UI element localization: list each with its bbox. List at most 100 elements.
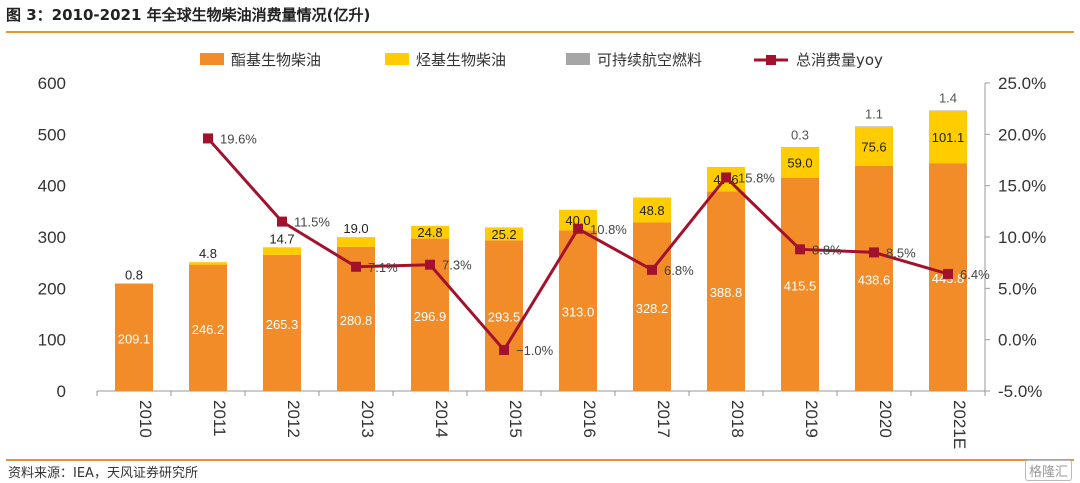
x-tick-label: 2020 bbox=[876, 400, 895, 438]
chart-title: 图 3：2010-2021 年全球生物柴油消费量情况(亿升) bbox=[6, 6, 371, 24]
y-left-tick-label: 400 bbox=[38, 177, 66, 196]
legend-yoy-swatch-marker bbox=[766, 55, 776, 65]
y-left-tick-label: 100 bbox=[38, 331, 66, 350]
saf-value-label: 1.1 bbox=[865, 106, 883, 121]
y-right-tick-label: 0.0% bbox=[998, 331, 1037, 350]
yoy-value-label: 8.5% bbox=[886, 245, 916, 260]
fame-value-label: 415.5 bbox=[784, 278, 817, 293]
hvo-value-label: 0.8 bbox=[125, 267, 143, 282]
yoy-value-label: 7.3% bbox=[442, 258, 472, 273]
x-tick-label: 2017 bbox=[654, 400, 673, 438]
yoy-marker bbox=[573, 223, 583, 234]
y-left-tick-label: 500 bbox=[38, 125, 66, 144]
footer-divider bbox=[6, 459, 1074, 461]
yoy-marker bbox=[721, 172, 731, 183]
yoy-marker bbox=[499, 344, 509, 355]
fame-bar bbox=[633, 222, 671, 391]
hvo-bar bbox=[633, 197, 671, 223]
fame-value-label: 209.1 bbox=[118, 331, 151, 346]
fame-bar bbox=[485, 240, 523, 391]
legend-saf-swatch bbox=[566, 53, 590, 65]
x-tick-label: 2021E bbox=[950, 400, 969, 449]
fame-bar bbox=[707, 191, 745, 391]
x-tick-label: 2018 bbox=[728, 400, 747, 438]
yoy-value-label: 11.5% bbox=[294, 215, 330, 230]
saf-bar bbox=[781, 147, 819, 148]
x-tick-label: 2016 bbox=[580, 400, 599, 438]
yoy-marker bbox=[425, 259, 435, 270]
hvo-value-label: 19.0 bbox=[343, 221, 368, 236]
hvo-value-label: 101.1 bbox=[932, 130, 965, 145]
y-right-tick-label: 20.0% bbox=[998, 125, 1046, 144]
fame-value-label: 246.2 bbox=[192, 322, 225, 337]
watermark-logo: 格隆汇 bbox=[1024, 460, 1072, 481]
yoy-value-label: 6.8% bbox=[664, 263, 694, 278]
legend-yoy-label: 总消费量yoy bbox=[796, 51, 883, 69]
fame-value-label: 265.3 bbox=[266, 317, 299, 332]
saf-bar bbox=[855, 126, 893, 128]
yoy-value-label: 19.6% bbox=[220, 131, 257, 146]
hvo-bar bbox=[781, 147, 819, 178]
yoy-value-label: −1.0% bbox=[516, 343, 554, 358]
yoy-value-label: 10.8% bbox=[590, 222, 627, 237]
fame-bar bbox=[115, 283, 153, 391]
hvo-value-label: 25.2 bbox=[491, 227, 516, 242]
hvo-bar bbox=[263, 247, 301, 255]
hvo-value-label: 14.7 bbox=[269, 231, 294, 246]
y-right-tick-label: 5.0% bbox=[998, 279, 1037, 298]
y-left-tick-label: 200 bbox=[38, 279, 66, 298]
yoy-value-label: 15.8% bbox=[738, 170, 775, 185]
fame-value-label: 313.0 bbox=[562, 305, 595, 320]
y-right-tick-label: -5.0% bbox=[998, 382, 1042, 401]
legend-fame-label: 酯基生物柴油 bbox=[231, 51, 321, 69]
hvo-value-label: 4.8 bbox=[199, 246, 217, 261]
yoy-marker bbox=[647, 264, 657, 275]
legend-saf-label: 可持续航空燃料 bbox=[597, 51, 702, 69]
fame-bar bbox=[559, 230, 597, 391]
saf-value-label: 1.4 bbox=[939, 91, 957, 106]
yoy-value-label: 8.8% bbox=[812, 242, 842, 257]
fame-value-label: 296.9 bbox=[414, 309, 447, 324]
hvo-bar bbox=[485, 227, 523, 241]
y-right-tick-label: 15.0% bbox=[998, 177, 1046, 196]
yoy-marker bbox=[277, 216, 287, 227]
x-tick-label: 2019 bbox=[802, 400, 821, 438]
x-tick-label: 2015 bbox=[506, 400, 525, 438]
saf-value-label: 0.3 bbox=[791, 127, 809, 142]
yoy-marker bbox=[203, 133, 213, 144]
saf-bar bbox=[929, 110, 967, 112]
y-right-tick-label: 25.0% bbox=[998, 74, 1046, 93]
legend-hvo-swatch bbox=[385, 53, 409, 65]
hvo-value-label: 75.6 bbox=[861, 139, 886, 154]
yoy-marker bbox=[795, 244, 805, 255]
hvo-value-label: 48.8 bbox=[639, 203, 664, 218]
hvo-bar bbox=[189, 262, 227, 265]
fame-value-label: 280.8 bbox=[340, 313, 373, 328]
hvo-value-label: 24.8 bbox=[417, 225, 442, 240]
yoy-value-label: 7.1% bbox=[368, 260, 398, 275]
hvo-bar bbox=[929, 111, 967, 164]
yoy-marker bbox=[869, 247, 879, 258]
y-left-tick-label: 300 bbox=[38, 228, 66, 247]
yoy-marker bbox=[351, 261, 361, 272]
hvo-value-label: 59.0 bbox=[787, 156, 812, 171]
y-right-tick-label: 10.0% bbox=[998, 228, 1046, 247]
x-tick-label: 2013 bbox=[358, 400, 377, 438]
fame-value-label: 388.8 bbox=[710, 285, 743, 300]
source-note: 资料来源：IEA，天风证券研究所 bbox=[8, 466, 198, 481]
title-divider bbox=[6, 31, 1074, 33]
fame-bar bbox=[781, 177, 819, 391]
x-tick-label: 2014 bbox=[432, 400, 451, 438]
hvo-bar bbox=[337, 237, 375, 247]
fame-bar bbox=[189, 264, 227, 391]
fame-value-label: 438.6 bbox=[858, 272, 891, 287]
x-tick-label: 2010 bbox=[136, 400, 155, 438]
hvo-bar bbox=[115, 283, 153, 284]
fame-value-label: 293.5 bbox=[488, 310, 521, 325]
y-left-tick-label: 0 bbox=[57, 382, 66, 401]
legend-hvo-label: 烃基生物柴油 bbox=[416, 51, 506, 69]
fame-bar bbox=[263, 254, 301, 391]
x-tick-label: 2012 bbox=[284, 400, 303, 438]
fame-bar bbox=[855, 165, 893, 391]
fame-value-label: 328.2 bbox=[636, 301, 669, 316]
